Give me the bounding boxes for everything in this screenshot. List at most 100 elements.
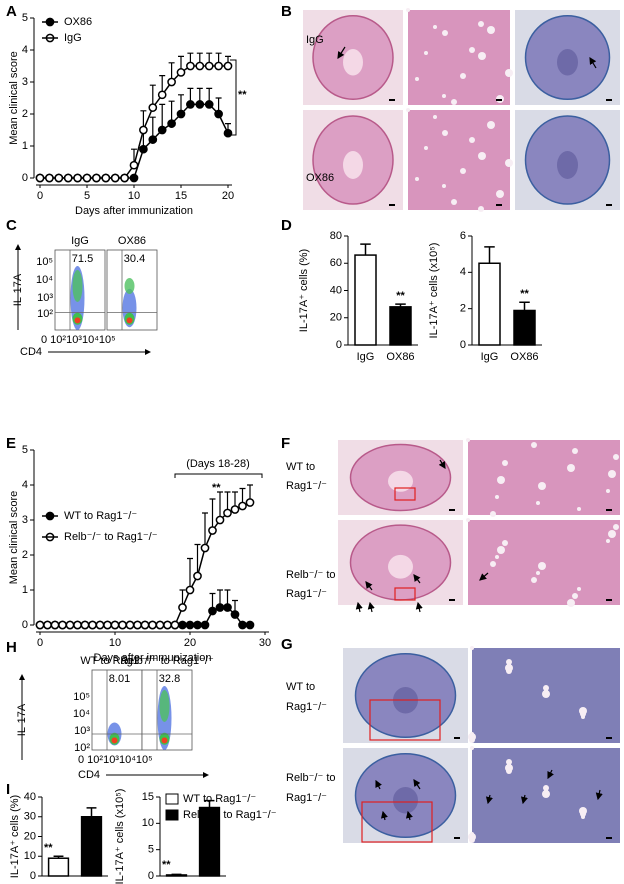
scale-bar [454, 837, 460, 839]
data-point [195, 61, 205, 71]
y-tick-label: 3 [22, 514, 28, 526]
vacuole [469, 47, 475, 53]
plot-title: WT to Rag1⁻/⁻ [80, 655, 153, 667]
dot-hot [126, 317, 133, 324]
error-bar [86, 807, 97, 817]
vacuole [538, 482, 546, 490]
data-point [200, 620, 210, 630]
scale-bar [606, 599, 612, 601]
y-tick-label: 10² [37, 308, 53, 320]
vacuole [460, 73, 466, 79]
legend-label: Relb⁻/⁻ to Rag1⁻/⁻ [64, 531, 158, 543]
data-point [95, 620, 105, 630]
micrograph [406, 8, 513, 105]
vacuole [606, 539, 610, 543]
vacuole [536, 571, 540, 575]
vacuole [415, 177, 419, 181]
panel-label: I [6, 781, 10, 798]
plot-title: Relb⁻/⁻ to Rag1⁻/⁻ [120, 655, 214, 667]
scale-bar [389, 99, 395, 101]
vacuole [496, 190, 504, 198]
significance: ** [238, 89, 247, 101]
data-point [157, 125, 167, 135]
arrow [413, 574, 421, 584]
gate-value: 30.4 [124, 253, 145, 265]
data-point [43, 620, 52, 630]
data-point [208, 606, 217, 616]
data-point [230, 610, 240, 619]
data-point [208, 526, 217, 535]
micrograph [406, 108, 513, 212]
vacuole [531, 442, 537, 448]
data-point [204, 100, 214, 109]
x-tick-label: OX86 [386, 351, 414, 363]
data-point [230, 505, 240, 514]
y-axis-label: IL-17A⁺ cells (%) [9, 795, 21, 878]
data-point [178, 603, 187, 612]
data-point [193, 571, 202, 581]
y-tick-label: 60 [330, 257, 342, 269]
x-axis-label: CD4 [20, 346, 42, 358]
vacuole [536, 501, 540, 505]
vacuole [478, 206, 484, 212]
significance: ** [212, 482, 221, 494]
data-point [129, 160, 139, 170]
data-point [204, 61, 214, 71]
data-point [185, 585, 195, 595]
inset-box [394, 487, 416, 501]
y-tick-label: 1 [22, 140, 28, 152]
vacuole [433, 25, 437, 29]
row-label: Rag1⁻/⁻ [286, 480, 327, 492]
data-point [118, 620, 127, 630]
row-label: WT to [286, 461, 315, 473]
vacuole [406, 8, 410, 12]
x-tick-label: 10 [128, 190, 140, 202]
data-point [58, 620, 67, 630]
data-point [185, 620, 195, 630]
vacuole [451, 199, 457, 205]
vacuole [468, 733, 476, 741]
vacuole [608, 530, 616, 538]
vacuole [478, 152, 486, 160]
legend-swatch [165, 793, 179, 805]
dot-hot [111, 737, 118, 744]
row-label: Relb⁻/⁻ to [286, 569, 336, 581]
micrograph [343, 648, 468, 743]
data-point [223, 61, 233, 71]
vacuole [470, 646, 474, 650]
bar [354, 254, 377, 346]
bar [389, 306, 412, 346]
panel-label: A [6, 3, 17, 20]
arrow [485, 794, 493, 805]
gate-value: 8.01 [109, 673, 130, 685]
arrow [413, 779, 421, 790]
data-point [157, 90, 167, 100]
arrow [589, 56, 597, 69]
data-point [186, 61, 195, 71]
y-tick-label: 10³ [37, 292, 53, 304]
x-tick-label: 20 [184, 637, 196, 649]
scale-bar [389, 204, 395, 206]
vacuole [490, 511, 496, 517]
inset-box [394, 587, 416, 601]
data-point [140, 620, 150, 630]
data-point [120, 173, 129, 183]
x-tick-label: 0 [37, 190, 43, 202]
data-point [238, 620, 247, 630]
arrow [380, 810, 388, 821]
row-label: IgG [306, 34, 324, 46]
data-point [92, 173, 101, 183]
error-bar [209, 498, 216, 531]
vacuole [538, 562, 546, 570]
vacuole [505, 69, 513, 77]
arrow [547, 769, 554, 780]
vacuole [468, 833, 476, 841]
data-point [215, 603, 225, 612]
micrograph [466, 518, 620, 607]
data-point [110, 620, 120, 630]
arrow [367, 601, 375, 613]
vacuole [487, 26, 495, 34]
data-point [193, 620, 202, 630]
dot-mid [72, 270, 83, 302]
vacuole [415, 77, 419, 81]
